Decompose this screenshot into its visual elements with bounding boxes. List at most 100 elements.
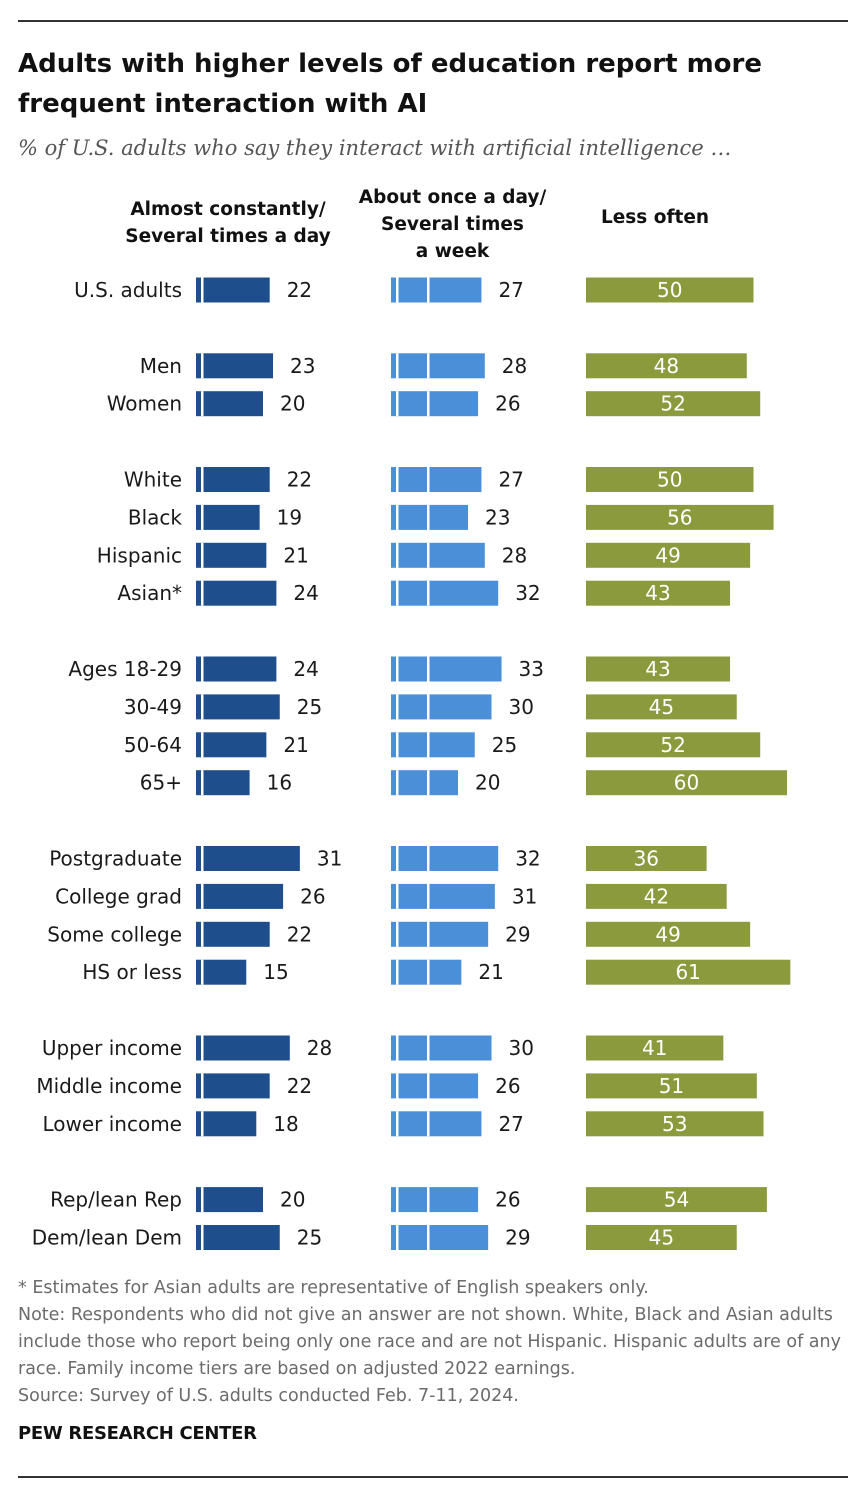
value-label-50-64-s3: 52	[660, 733, 685, 757]
bar-black-s1	[196, 504, 260, 530]
bar-divider-women-s1	[201, 391, 204, 417]
category-label-middle-income: Middle income	[36, 1074, 182, 1098]
bar-white-s1	[196, 467, 270, 492]
bar-divider2-white	[427, 467, 430, 492]
bar-divider-some-college-s2	[396, 921, 399, 947]
bar-divider2-women	[427, 391, 430, 417]
bar-65-s1	[196, 770, 250, 796]
bar-lower-income-s2	[391, 1111, 482, 1137]
value-label-ages-18-29-s2: 33	[519, 657, 544, 681]
bar-hs-or-less-s3	[586, 959, 791, 985]
bar-divider2-black	[427, 504, 430, 530]
footnote-source: Source: Survey of U.S. adults conducted …	[18, 1386, 519, 1406]
bar-middle-income-s1	[196, 1073, 270, 1099]
value-label-asian-s2: 32	[515, 581, 540, 605]
bar-divider-postgraduate-s2	[396, 846, 399, 871]
value-label-black-s1: 19	[277, 505, 302, 529]
category-label-65: 65+	[140, 771, 182, 795]
bar-divider-asian-s2	[396, 580, 399, 606]
value-label-u-s-adults-s3: 50	[657, 278, 682, 302]
bar-ages-18-29-s3	[586, 656, 731, 682]
bar-divider-rep-lean-rep-s2	[396, 1187, 399, 1213]
bar-divider-upper-income-s1	[201, 1035, 204, 1061]
bar-ages-18-29-s1	[196, 656, 277, 682]
bar-65-s2	[391, 770, 458, 796]
bar-rep-lean-rep-s3	[586, 1187, 767, 1213]
bar-men-s2	[391, 353, 485, 379]
bar-asian-s3	[586, 580, 731, 606]
top-rule	[18, 20, 848, 22]
bar-college-grad-s1	[196, 883, 284, 909]
bar-college-grad-s2	[391, 883, 495, 909]
bar-divider2-65	[427, 770, 430, 796]
value-label-postgraduate-s3: 36	[634, 847, 659, 871]
bar-women-s1	[196, 391, 263, 417]
value-label-dem-lean-dem-s2: 29	[505, 1226, 530, 1250]
value-label-65-s3: 60	[674, 771, 699, 795]
bar-divider-ages-18-29-s2	[396, 656, 399, 682]
bar-divider-black-s1	[201, 504, 204, 530]
bar-ages-18-29-s2	[391, 656, 502, 682]
bar-divider2-lower-income	[427, 1111, 430, 1137]
footnotes: * Estimates for Asian adults are represe…	[18, 1275, 848, 1410]
value-label-hispanic-s2: 28	[502, 543, 527, 567]
bar-divider2-men	[427, 353, 430, 379]
value-label-college-grad-s1: 26	[300, 884, 325, 908]
column-header-frequent: Almost constantly/Several times a day	[125, 199, 331, 247]
bar-30-49-s1	[196, 694, 280, 720]
bar-divider-black-s2	[396, 504, 399, 530]
value-label-hs-or-less-s1: 15	[263, 960, 288, 984]
bar-some-college-s1	[196, 921, 270, 947]
bar-lower-income-s1	[196, 1111, 257, 1137]
bar-women-s3	[586, 391, 761, 417]
chart-area: U.S. adults 22 27 50 Men 23 28 48 Women 20 26 52 Whi…	[32, 277, 791, 1250]
bar-divider-some-college-s1	[201, 921, 204, 947]
category-label-ages-18-29: Ages 18-29	[68, 657, 182, 681]
bar-divider2-rep-lean-rep	[427, 1187, 430, 1213]
column-header-daily: About once a day/Several times a week	[358, 187, 547, 262]
value-label-u-s-adults-s1: 22	[287, 278, 312, 302]
bar-white-s2	[391, 467, 482, 492]
bar-upper-income-s1	[196, 1035, 290, 1061]
value-label-hispanic-s1: 21	[283, 543, 308, 567]
value-label-dem-lean-dem-s3: 45	[649, 1226, 674, 1250]
bar-white-s3	[586, 467, 754, 492]
bar-divider-postgraduate-s1	[201, 846, 204, 871]
value-label-some-college-s1: 22	[287, 922, 312, 946]
value-label-30-49-s1: 25	[297, 695, 322, 719]
value-label-men-s3: 48	[654, 354, 679, 378]
bar-lower-income-s3	[586, 1111, 764, 1137]
category-label-lower-income: Lower income	[42, 1112, 182, 1136]
value-label-lower-income-s2: 27	[498, 1112, 523, 1136]
bar-upper-income-s2	[391, 1035, 492, 1061]
bar-women-s2	[391, 391, 479, 417]
bar-u-s-adults-s1	[196, 277, 270, 303]
bar-rep-lean-rep-s2	[391, 1187, 479, 1213]
value-label-rep-lean-rep-s2: 26	[495, 1188, 520, 1212]
category-label-some-college: Some college	[47, 922, 182, 946]
bar-divider-men-s1	[201, 353, 204, 379]
bar-black-s3	[586, 504, 774, 530]
bar-men-s3	[586, 353, 747, 379]
value-label-upper-income-s3: 41	[642, 1036, 667, 1060]
category-label-50-64: 50-64	[124, 733, 182, 757]
bar-divider-white-s2	[396, 467, 399, 492]
bar-divider2-some-college	[427, 921, 430, 947]
bar-men-s1	[196, 353, 274, 379]
bar-postgraduate-s3	[586, 846, 707, 871]
category-label-u-s-adults: U.S. adults	[74, 278, 182, 302]
bar-divider2-postgraduate	[427, 846, 430, 871]
value-label-middle-income-s3: 51	[659, 1074, 684, 1098]
value-label-some-college-s3: 49	[655, 922, 680, 946]
bar-dem-lean-dem-s1	[196, 1225, 280, 1250]
bar-dem-lean-dem-s2	[391, 1225, 489, 1250]
category-label-hs-or-less: HS or less	[82, 960, 182, 984]
value-label-white-s2: 27	[498, 468, 523, 492]
value-label-white-s1: 22	[287, 468, 312, 492]
value-label-women-s1: 20	[280, 392, 305, 416]
bar-middle-income-s3	[586, 1073, 757, 1099]
bar-divider-65-s2	[396, 770, 399, 796]
category-label-women: Women	[107, 392, 182, 416]
bar-65-s3	[586, 770, 787, 796]
bar-upper-income-s3	[586, 1035, 724, 1061]
